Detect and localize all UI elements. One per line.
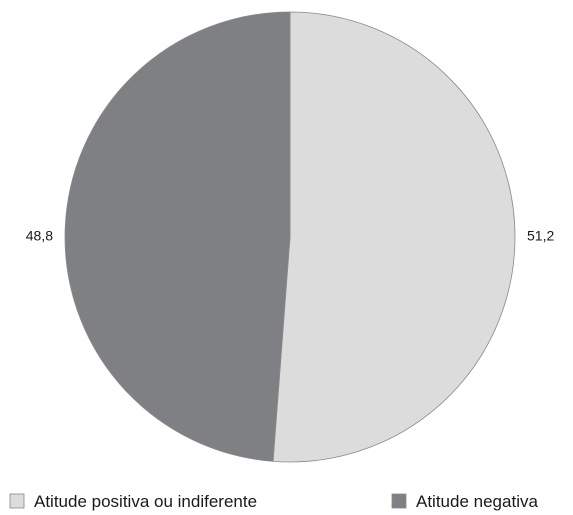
slice-labels: 51,2 48,8: [26, 228, 555, 244]
legend: Atitude positiva ou indiferente Atitude n…: [9, 492, 538, 511]
pie-slices: [64, 11, 516, 463]
data-label-atitude-negativa: 48,8: [26, 228, 53, 244]
data-label-atitude-positiva-ou-indiferente: 51,2: [527, 228, 554, 244]
legend-label-atitude-positiva-ou-indiferente: Atitude positiva ou indiferente: [34, 492, 257, 511]
legend-swatch-atitude-positiva-ou-indiferente: [9, 493, 25, 509]
legend-swatch-atitude-negativa: [391, 493, 407, 509]
pie-slice-atitude-positiva-ou-indiferente: [272, 11, 516, 463]
pie-slice-atitude-negativa: [64, 11, 291, 462]
legend-label-atitude-negativa: Atitude negativa: [416, 492, 538, 511]
